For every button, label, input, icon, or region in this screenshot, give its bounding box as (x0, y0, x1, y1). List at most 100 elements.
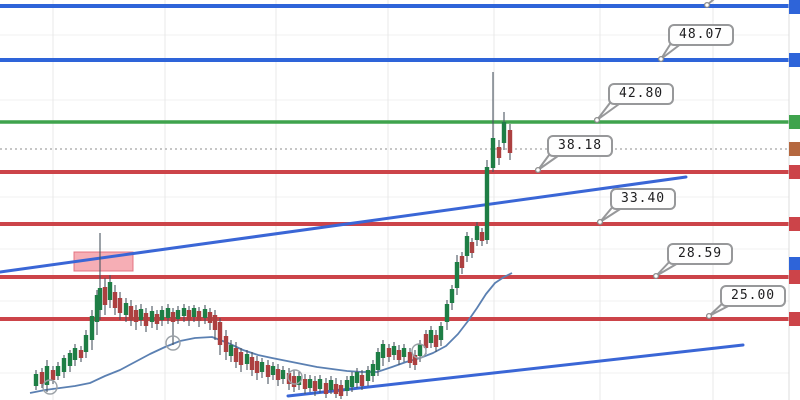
candle-body-green (444, 304, 450, 322)
candle-body-green (464, 236, 470, 256)
candle (61, 355, 67, 378)
price-axis-tag-red (789, 312, 800, 326)
candle-body-red (50, 370, 56, 380)
candle-body-red (117, 298, 123, 313)
candle (296, 372, 302, 390)
candle-body-red (459, 256, 465, 268)
price-label-callout[interactable]: 33.40 (610, 188, 677, 210)
candle-body-red (469, 242, 475, 253)
price-label-callout[interactable]: 42.80 (608, 83, 675, 105)
candle (112, 285, 118, 315)
candle (449, 285, 455, 310)
candle-body-green (296, 376, 302, 385)
candle-body-red (323, 383, 329, 394)
candle (317, 375, 323, 393)
candle (459, 252, 465, 274)
candle (507, 124, 513, 160)
candle (128, 300, 134, 326)
candle (212, 310, 218, 340)
candle-body-green (202, 309, 208, 318)
candle-body-red (302, 379, 308, 389)
candle (391, 342, 397, 360)
candle (123, 298, 129, 322)
candle-body-red (254, 361, 260, 373)
candle (412, 350, 418, 370)
candle-body-red (312, 381, 318, 391)
candle (375, 348, 381, 376)
candle-body-red (286, 373, 292, 384)
candle (94, 290, 100, 335)
callout-anchor-dot (534, 166, 542, 174)
candle-body-green (138, 309, 144, 320)
candle (484, 160, 490, 244)
trendline-2[interactable] (286, 343, 745, 398)
price-axis-tag-green (789, 115, 800, 129)
candle-body-green (317, 379, 323, 389)
candle-body-green (149, 311, 155, 322)
candle-body-red (39, 372, 45, 384)
candle-body-red (112, 292, 118, 308)
candle-body-red (238, 352, 244, 365)
candle (323, 378, 329, 398)
candle (196, 307, 202, 327)
circle-marker (42, 379, 58, 395)
candle (365, 366, 371, 386)
candle-body-green (370, 364, 376, 376)
candle-body-green (417, 344, 423, 356)
candle-body-green (97, 288, 103, 310)
candle-body-green (228, 345, 234, 356)
candle (117, 292, 123, 320)
candle (312, 376, 318, 396)
price-label-callout[interactable]: 48.07 (668, 24, 735, 46)
candle-body-red (196, 311, 202, 321)
candle (265, 360, 271, 384)
candle (44, 360, 50, 392)
candle-body-red (479, 232, 485, 241)
candle-body-green (107, 282, 113, 300)
candle (302, 374, 308, 394)
candle (254, 356, 260, 380)
candle-body-green (501, 122, 507, 143)
candle (354, 368, 360, 388)
candle-body-red (423, 334, 429, 348)
candle (202, 305, 208, 324)
candle-body-green (391, 346, 397, 355)
moving-average-line (29, 272, 513, 394)
candle-body-green (175, 310, 181, 319)
candle (380, 340, 386, 366)
price-axis-tag-blue (789, 53, 800, 67)
candle-body-red (186, 310, 192, 320)
candle-body-green (94, 295, 100, 322)
candle-body-red (275, 369, 281, 380)
candle-body-green (428, 330, 434, 343)
candle (401, 344, 407, 362)
candle-body-green (181, 308, 187, 316)
candle (270, 362, 276, 380)
candle (280, 366, 286, 384)
price-label-callout[interactable]: 25.00 (720, 285, 787, 307)
candle (328, 376, 334, 394)
candle (490, 72, 496, 172)
candle-body-red (407, 352, 413, 363)
candle (291, 370, 297, 392)
candle-body-green (349, 376, 355, 387)
price-label-callout[interactable]: 38.18 (547, 135, 614, 157)
price-label-callout[interactable]: 28.59 (667, 243, 734, 265)
candle (359, 370, 365, 390)
candle-body-green (259, 362, 265, 372)
candle-body-red (291, 376, 297, 387)
price-axis-tag-orange (789, 142, 800, 156)
callout-anchor-dot (705, 312, 713, 320)
candle-body-green (270, 366, 276, 375)
candle-body-red (359, 375, 365, 386)
trendline-1[interactable] (0, 175, 688, 274)
callout-anchor-dot (657, 55, 665, 63)
candle (33, 370, 39, 390)
candle (55, 362, 61, 380)
circle-marker (165, 335, 181, 351)
candle (501, 112, 507, 150)
candle-body-green (123, 303, 129, 315)
candle (474, 222, 480, 246)
candle (244, 350, 250, 370)
